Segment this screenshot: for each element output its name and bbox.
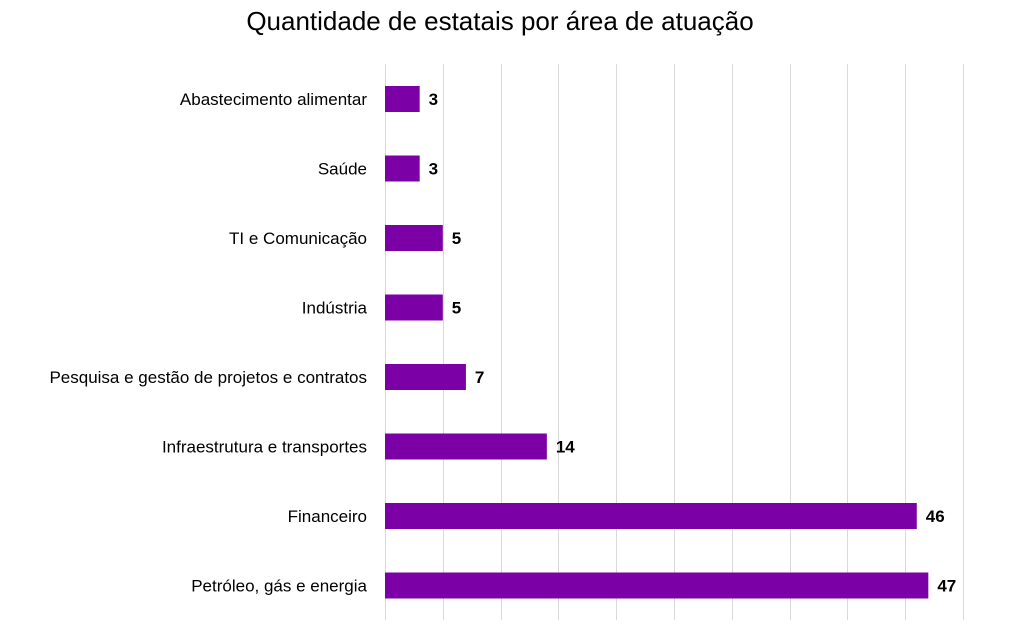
data-label: 5 — [452, 229, 461, 248]
category-label: TI e Comunicação — [229, 229, 367, 248]
bar — [385, 503, 917, 529]
data-label: 7 — [475, 368, 484, 387]
bar — [385, 225, 443, 251]
data-label: 3 — [429, 90, 438, 109]
category-label: Indústria — [302, 299, 368, 318]
bar — [385, 86, 420, 112]
data-label: 5 — [452, 299, 461, 318]
bar — [385, 364, 466, 390]
category-label: Financeiro — [288, 507, 367, 526]
category-label: Saúde — [318, 160, 367, 179]
category-label: Pesquisa e gestão de projetos e contrato… — [49, 368, 367, 387]
category-label: Abastecimento alimentar — [180, 90, 367, 109]
bar — [385, 294, 443, 321]
bar — [385, 572, 929, 599]
data-label: 14 — [556, 438, 575, 457]
category-label: Infraestrutura e transportes — [162, 438, 367, 457]
bar — [385, 433, 547, 460]
bar — [385, 155, 420, 182]
data-label: 46 — [926, 507, 945, 526]
data-label: 47 — [937, 577, 956, 596]
data-label: 3 — [429, 160, 438, 179]
category-label: Petróleo, gás e energia — [191, 577, 367, 596]
chart-title: Quantidade de estatais por área de atuaç… — [246, 6, 754, 36]
